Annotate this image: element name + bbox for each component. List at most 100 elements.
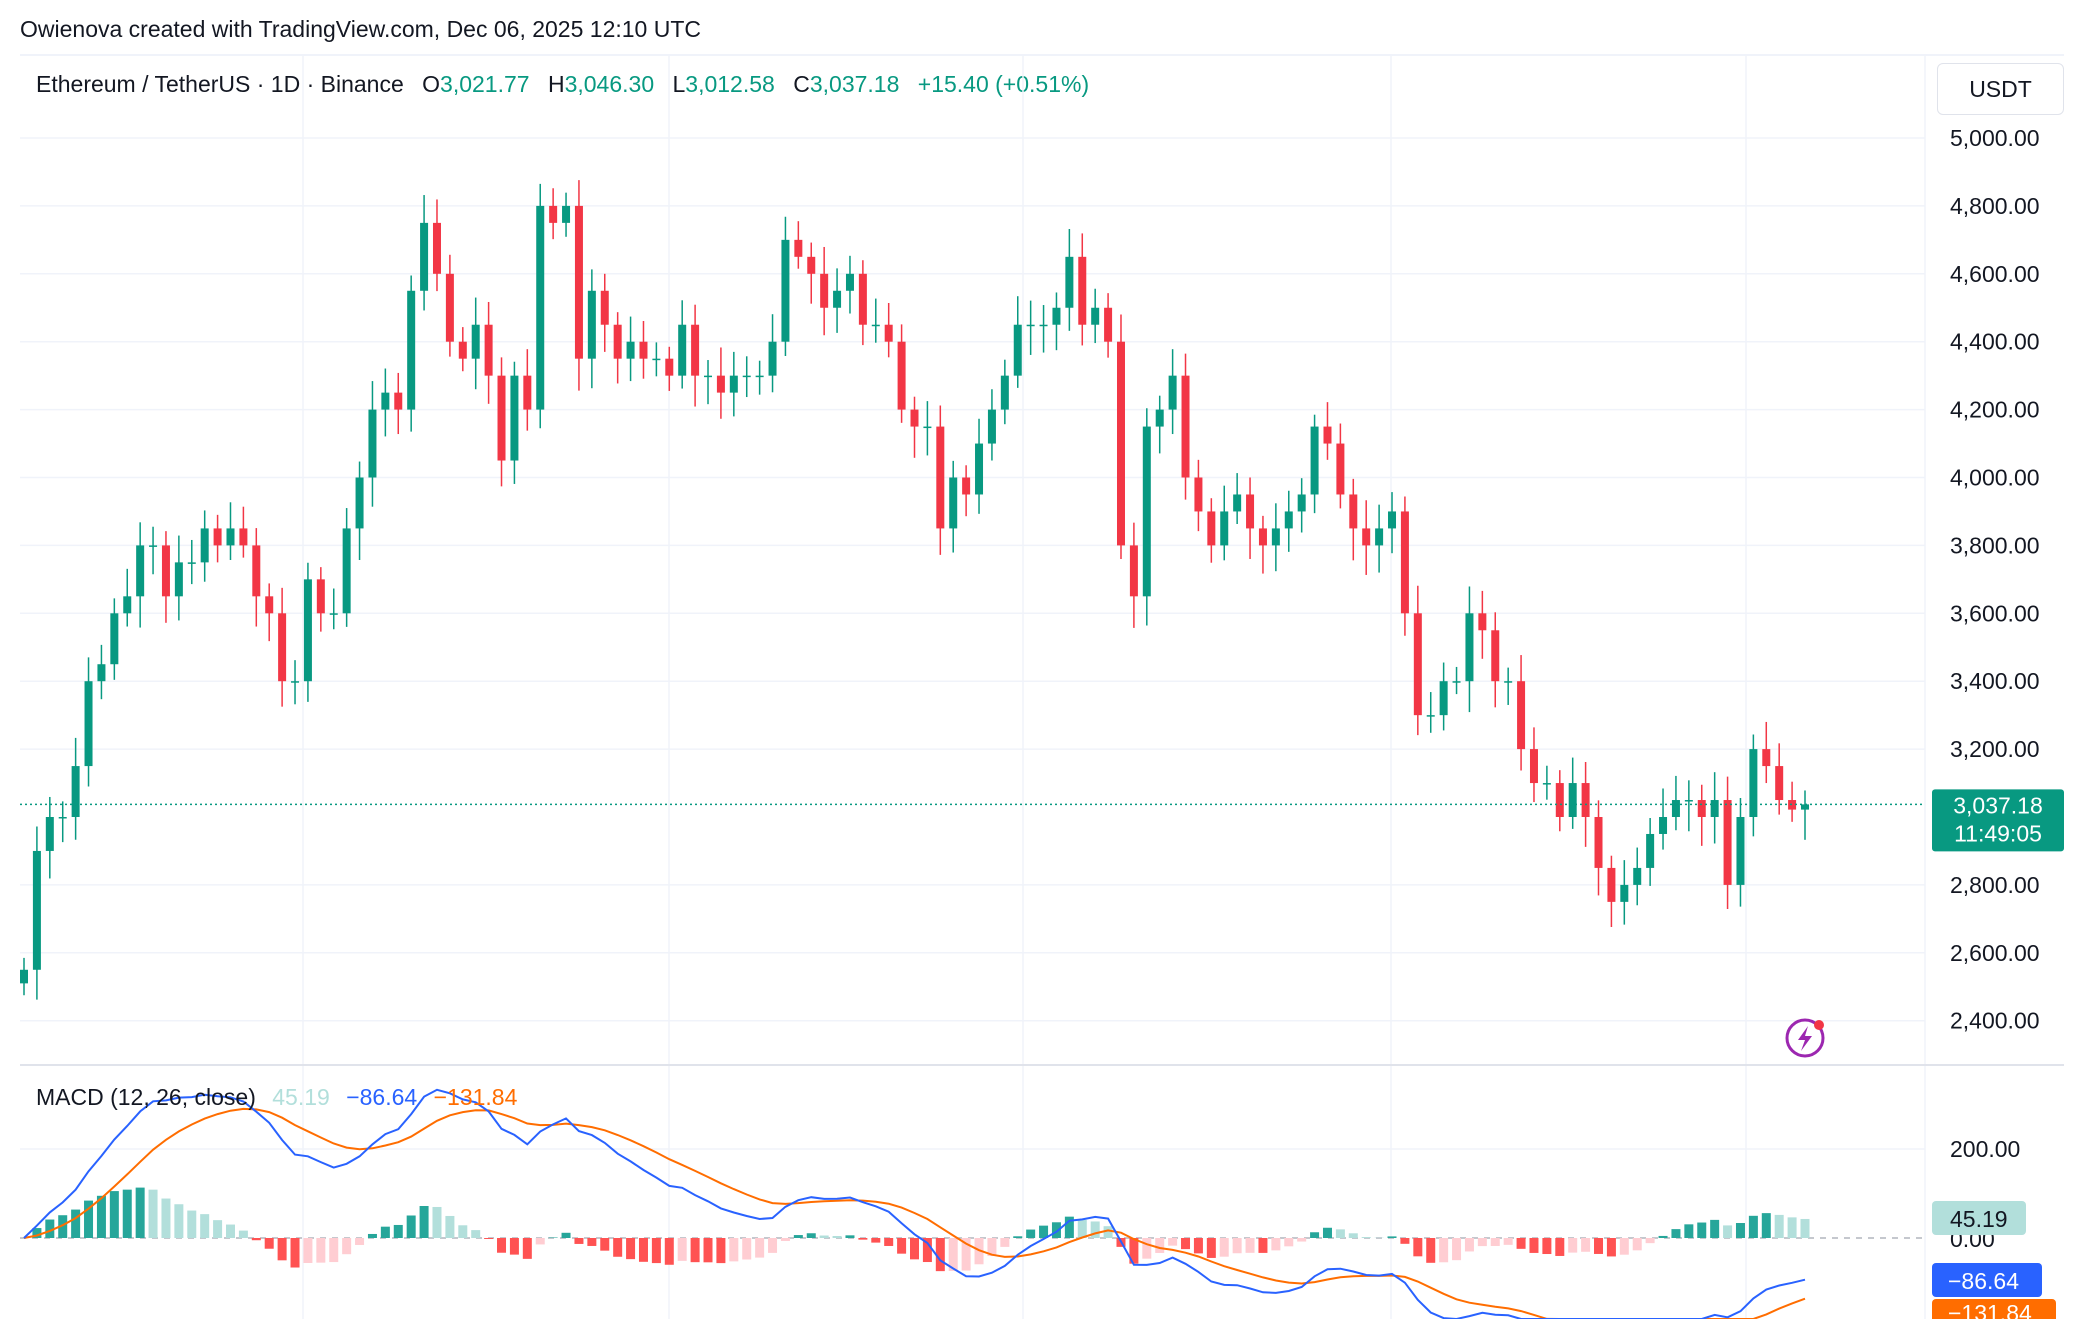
histogram-bar — [380, 1226, 390, 1238]
histogram-bar — [355, 1238, 365, 1245]
candle — [1258, 515, 1267, 574]
histogram-bar — [122, 1189, 132, 1238]
histogram-bar — [303, 1238, 313, 1263]
candle — [1388, 492, 1397, 554]
low-value: 3,012.58 — [685, 71, 775, 97]
histogram-bar — [1310, 1232, 1320, 1238]
histogram-bar — [419, 1206, 429, 1238]
histogram-bar — [135, 1187, 145, 1238]
histogram-bar — [1090, 1221, 1100, 1238]
candle — [1671, 775, 1680, 831]
macd-tick-200: 200.00 — [1950, 1136, 2020, 1162]
histogram-bar — [1464, 1238, 1474, 1252]
histogram-bar — [1193, 1238, 1203, 1254]
candle — [1801, 790, 1809, 840]
histogram-bar — [1051, 1222, 1061, 1238]
candle — [303, 562, 312, 702]
candle — [71, 737, 80, 840]
candle — [432, 199, 441, 292]
candle — [1775, 743, 1784, 815]
candle — [1142, 408, 1151, 626]
histogram-bar — [174, 1204, 184, 1238]
change-value: +15.40 (+0.51%) — [917, 71, 1090, 97]
candle — [1542, 765, 1551, 800]
histogram-bar — [393, 1224, 403, 1238]
candles — [20, 180, 1809, 1000]
histogram-bar — [858, 1238, 868, 1240]
histogram-bar — [664, 1238, 674, 1265]
candle — [1168, 349, 1177, 435]
candle — [768, 314, 777, 393]
candle — [1323, 402, 1332, 460]
candle — [1413, 585, 1422, 736]
histogram-bar — [1761, 1213, 1771, 1238]
candle — [1284, 490, 1293, 552]
candle — [1310, 414, 1319, 514]
histogram-bar — [587, 1238, 597, 1246]
candle — [265, 583, 274, 642]
candle — [1788, 781, 1797, 822]
candle — [381, 368, 390, 437]
candle — [574, 180, 583, 391]
candle — [329, 588, 338, 630]
histogram-bar — [742, 1238, 752, 1260]
candle — [845, 255, 854, 314]
histogram-bar — [406, 1215, 416, 1238]
candle — [497, 357, 506, 487]
histogram-bar — [45, 1219, 55, 1238]
candle — [781, 216, 790, 356]
histogram-bar — [832, 1236, 842, 1238]
candle — [226, 502, 235, 560]
histogram-bar — [1348, 1233, 1358, 1238]
histogram-bar — [1619, 1238, 1629, 1255]
price-axis: 5,000.00 4,800.00 4,600.00 4,400.00 4,200.00… — [1950, 125, 2040, 1034]
close-label: C — [793, 71, 810, 97]
candle — [1529, 727, 1538, 803]
candle — [1697, 784, 1706, 846]
histogram-bar — [535, 1238, 545, 1245]
macd-title[interactable]: MACD (12, 26, close) — [36, 1084, 256, 1110]
candle — [239, 506, 248, 558]
candle — [484, 301, 493, 404]
currency-button[interactable]: USDT — [1937, 63, 2064, 115]
candle — [1271, 503, 1280, 572]
candle — [1762, 721, 1771, 784]
candle — [833, 268, 842, 333]
histogram-bar — [71, 1209, 81, 1238]
histogram-bar — [1077, 1219, 1087, 1238]
symbol-title[interactable]: Ethereum / TetherUS · 1D · Binance — [36, 71, 404, 97]
histogram-bar — [1271, 1238, 1281, 1251]
candle — [1736, 797, 1745, 907]
lightning-icon[interactable] — [1785, 1018, 1825, 1058]
candle — [58, 801, 67, 843]
histogram-bar — [484, 1238, 494, 1239]
candle — [510, 361, 519, 484]
candle — [200, 510, 209, 582]
candle — [1336, 423, 1345, 509]
candle — [1013, 296, 1022, 388]
histogram-bar — [1000, 1238, 1010, 1247]
candle — [1555, 770, 1564, 832]
price-tick: 3,800.00 — [1950, 532, 2040, 558]
grid — [20, 54, 2064, 1319]
candle — [858, 260, 867, 346]
histogram-bar — [432, 1206, 442, 1238]
price-tick: 4,600.00 — [1950, 261, 2040, 287]
histogram-bar — [96, 1195, 106, 1238]
histogram-bar — [200, 1214, 210, 1238]
macd-pane: 200.00 0.00 45.19 −86.64 −131.84 — [20, 1088, 2056, 1319]
candle — [1517, 655, 1526, 771]
candle — [807, 242, 816, 304]
histogram-bar — [703, 1238, 713, 1263]
histogram-bar — [1555, 1238, 1565, 1256]
histogram-bar — [225, 1224, 235, 1238]
candle — [562, 192, 571, 237]
histogram-bar — [987, 1238, 997, 1257]
candle — [1297, 478, 1306, 533]
candle — [1039, 305, 1048, 353]
histogram-bar — [1387, 1236, 1397, 1238]
candle — [316, 567, 325, 632]
candle — [278, 587, 287, 707]
histogram-bar — [793, 1235, 803, 1238]
